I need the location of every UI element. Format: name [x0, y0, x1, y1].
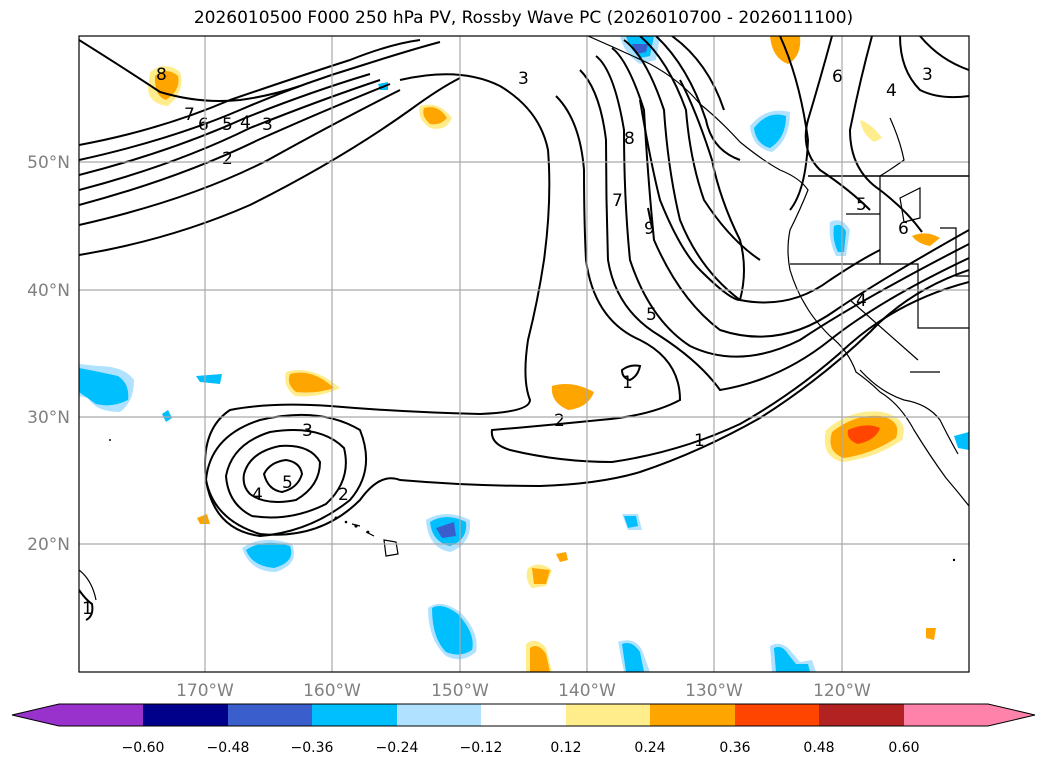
- pv-shading: [79, 36, 969, 672]
- lat-label: 20°N: [27, 535, 70, 555]
- contour-label: 4: [240, 113, 251, 133]
- contour-label: 8: [624, 129, 635, 149]
- gridlines: [79, 36, 969, 672]
- contour-label: 5: [646, 305, 657, 325]
- contour-label: 1: [82, 599, 93, 619]
- lat-labels: 50°N 40°N 30°N 20°N: [27, 153, 70, 555]
- contour-label: 2: [222, 149, 233, 169]
- colorbar-segment: [904, 704, 1035, 726]
- colorbar-tick-label: −0.12: [460, 740, 503, 756]
- contour-label: 6: [898, 219, 909, 239]
- map-title: 2026010500 F000 250 hPa PV, Rossby Wave …: [193, 8, 854, 28]
- contour-label: 3: [262, 115, 273, 135]
- contour-label: 5: [282, 473, 293, 493]
- contour-label: 2: [554, 411, 565, 431]
- lon-label: 150°W: [431, 681, 489, 701]
- contour-label: 7: [184, 105, 195, 125]
- contour-label: 4: [252, 485, 263, 505]
- contour-label: 3: [922, 65, 933, 85]
- colorbar-segment: [650, 704, 735, 726]
- contour-label: 3: [518, 69, 529, 89]
- lon-label: 120°W: [813, 681, 871, 701]
- colorbar-outline: [11, 703, 1036, 727]
- contour-label: 1: [694, 431, 705, 451]
- contour-label: 4: [886, 81, 897, 101]
- colorbar-segments: [12, 704, 1035, 726]
- colorbar-segment: [566, 704, 650, 726]
- colorbar-tick-label: −0.36: [291, 740, 334, 756]
- contour-label: 1: [622, 373, 633, 393]
- contour-label: 5: [856, 195, 867, 215]
- contour-label: 9: [644, 219, 655, 239]
- contour-label: 6: [198, 115, 209, 135]
- colorbar-tick-label: 0.48: [803, 740, 834, 756]
- lon-labels: 170°W 160°W 150°W 140°W 130°W 120°W: [176, 681, 871, 701]
- colorbar-segment: [481, 704, 566, 726]
- colorbar-segment: [12, 704, 143, 726]
- colorbar-segment: [819, 704, 904, 726]
- contour-label: 6: [832, 67, 843, 87]
- colorbar-tick-label: −0.48: [207, 740, 250, 756]
- contour-label: 3: [302, 421, 313, 441]
- map-frame: [78, 35, 970, 673]
- contour-label: 2: [338, 485, 349, 505]
- contour-label: 4: [856, 291, 867, 311]
- colorbar-ticks: −0.60 −0.48 −0.36 −0.24 −0.12 0.12 0.24 …: [122, 740, 920, 756]
- colorbar-segment: [397, 704, 481, 726]
- lon-label: 140°W: [558, 681, 616, 701]
- contour-labels: 8 7 6 5 4 3 2 3 8 7 9 5 6 3 4 5 6 4 1 2 …: [82, 65, 933, 619]
- lon-label: 160°W: [303, 681, 361, 701]
- colorbar-segment: [735, 704, 819, 726]
- colorbar-tick-label: 0.12: [550, 740, 581, 756]
- contour-label: 8: [156, 65, 167, 85]
- lat-label: 40°N: [27, 281, 70, 301]
- colorbar-segment: [312, 704, 397, 726]
- lat-label: 30°N: [27, 408, 70, 428]
- colorbar-tick-label: 0.24: [634, 740, 665, 756]
- pv-contours: [79, 36, 969, 621]
- colorbar-tick-label: 0.60: [888, 740, 919, 756]
- lon-label: 170°W: [176, 681, 234, 701]
- contour-label: 7: [612, 191, 623, 211]
- map-plot-area: 8 7 6 5 4 3 2 3 8 7 9 5 6 3 4 5 6 4 1 2 …: [79, 36, 969, 672]
- colorbar-tick-label: 0.36: [719, 740, 750, 756]
- colorbar-tick-label: −0.24: [376, 740, 419, 756]
- contour-label: 5: [222, 115, 233, 135]
- lon-label: 130°W: [685, 681, 743, 701]
- colorbar-segment: [228, 704, 312, 726]
- colorbar: −0.60 −0.48 −0.36 −0.24 −0.12 0.12 0.24 …: [11, 703, 1036, 756]
- coastlines: [79, 36, 969, 601]
- hawaii-islands: [109, 439, 956, 562]
- colorbar-tick-label: −0.60: [122, 740, 165, 756]
- lat-label: 50°N: [27, 153, 70, 173]
- colorbar-segment: [143, 704, 228, 726]
